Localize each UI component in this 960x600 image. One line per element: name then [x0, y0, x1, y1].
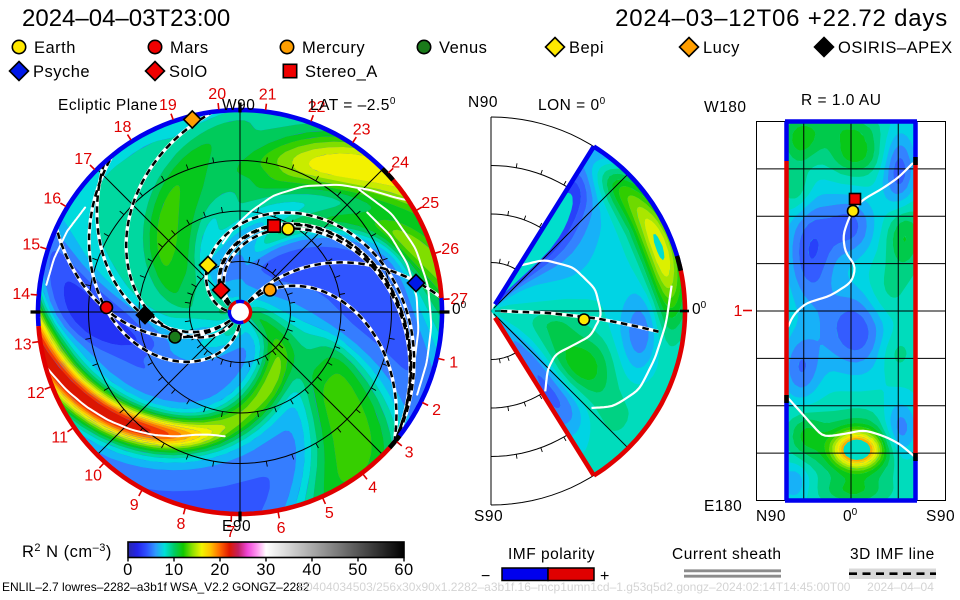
svg-text:+: + [600, 568, 609, 585]
svg-text:10: 10 [164, 561, 183, 579]
svg-text:25: 25 [421, 195, 439, 212]
svg-text:1: 1 [734, 303, 743, 320]
svg-text:1: 1 [449, 355, 458, 372]
svg-text:00: 00 [692, 300, 707, 318]
svg-text:LAT = –2.50: LAT = –2.50 [310, 96, 396, 114]
svg-text:Bepi: Bepi [569, 39, 604, 57]
svg-text:11: 11 [51, 430, 68, 447]
svg-text:40: 40 [302, 561, 321, 579]
svg-text:SolO: SolO [169, 63, 208, 81]
svg-text:20: 20 [208, 86, 226, 103]
svg-text:6: 6 [277, 520, 286, 537]
svg-text:7: 7 [226, 524, 235, 541]
svg-text:27: 27 [450, 291, 468, 308]
svg-text:14: 14 [12, 286, 30, 303]
svg-text:Earth: Earth [34, 39, 76, 57]
svg-text:Stereo_A: Stereo_A [305, 63, 378, 81]
svg-text:−: − [481, 568, 490, 585]
svg-text:Ecliptic Plane: Ecliptic Plane [58, 97, 158, 114]
svg-text:17: 17 [74, 151, 92, 168]
svg-text:23: 23 [353, 122, 371, 139]
svg-text:2024–03–12T06 +22.72 days: 2024–03–12T06 +22.72 days [615, 5, 948, 32]
svg-text:10: 10 [84, 468, 102, 485]
svg-text:20: 20 [210, 561, 229, 579]
svg-text:R = 1.0 AU: R = 1.0 AU [801, 92, 881, 109]
svg-text:2024–04–03T23:00: 2024–04–03T23:00 [22, 5, 230, 32]
svg-text:16: 16 [43, 191, 61, 208]
svg-text:60: 60 [394, 561, 413, 579]
svg-text:W180: W180 [704, 99, 747, 116]
svg-text:00: 00 [843, 507, 858, 525]
svg-text:4: 4 [368, 479, 377, 496]
svg-text:E180: E180 [704, 498, 742, 515]
svg-text:18: 18 [114, 119, 132, 136]
svg-text:3: 3 [405, 444, 414, 461]
svg-text:E90: E90 [222, 518, 251, 535]
svg-text:22: 22 [308, 99, 326, 116]
svg-text:13: 13 [14, 337, 32, 354]
svg-text:3D IMF line: 3D IMF line [850, 546, 935, 563]
svg-text:21: 21 [259, 87, 277, 104]
svg-text:2: 2 [432, 402, 441, 419]
svg-text:OSIRIS–APEX: OSIRIS–APEX [838, 39, 953, 57]
svg-text:S90: S90 [474, 508, 503, 525]
svg-text:N90: N90 [756, 508, 786, 525]
svg-text:Mercury: Mercury [302, 39, 365, 57]
svg-text:8: 8 [176, 516, 185, 533]
svg-text:IMF polarity: IMF polarity [508, 546, 595, 563]
svg-text:50: 50 [348, 561, 367, 579]
svg-text:E0404034503/256x30x90x1.2282–a: E0404034503/256x30x90x1.2282–a3b1f.16–mc… [298, 580, 934, 594]
svg-text:Mars: Mars [170, 39, 209, 57]
svg-text:19: 19 [159, 97, 177, 114]
svg-text:LON = 00: LON = 00 [538, 96, 606, 114]
svg-text:Venus: Venus [439, 39, 487, 57]
svg-text:15: 15 [22, 237, 40, 254]
svg-text:9: 9 [130, 497, 139, 514]
svg-text:0: 0 [123, 561, 133, 579]
svg-text:24: 24 [391, 154, 409, 171]
svg-text:12: 12 [27, 385, 45, 402]
svg-text:Current sheath: Current sheath [672, 546, 782, 563]
svg-text:N90: N90 [468, 94, 498, 111]
svg-text:00: 00 [452, 300, 467, 318]
svg-text:S90: S90 [926, 508, 955, 525]
svg-text:ENLIL–2.7 lowres–2282–a3b1f WS: ENLIL–2.7 lowres–2282–a3b1f WSA_V2.2 GON… [2, 580, 310, 594]
svg-text:30: 30 [256, 561, 275, 579]
svg-text:Lucy: Lucy [703, 39, 740, 57]
svg-text:5: 5 [325, 505, 334, 522]
svg-text:W90: W90 [222, 97, 255, 114]
svg-text:R2 N (cm–3): R2 N (cm–3) [22, 542, 112, 561]
svg-text:Psyche: Psyche [33, 63, 90, 81]
svg-text:26: 26 [441, 241, 459, 258]
